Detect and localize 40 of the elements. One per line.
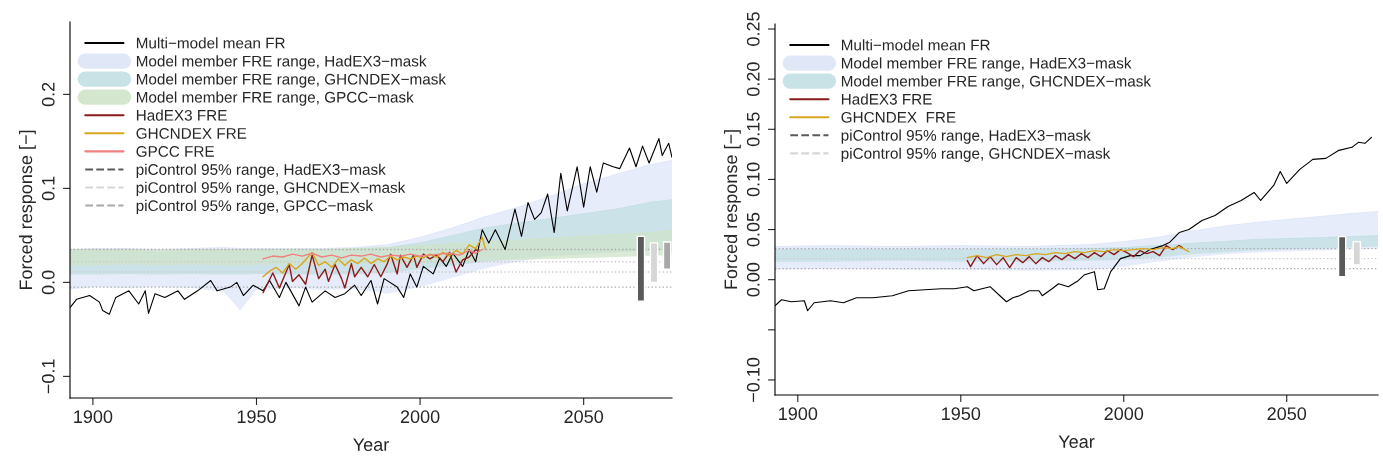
x-tick-label: 2000 (1104, 407, 1144, 421)
x-tick-label: 2000 (400, 410, 440, 424)
y-tick-label: 0.20 (746, 62, 760, 97)
legend-label: piControl 95% range, GHCNDEX−mask (841, 147, 1111, 162)
x-tick-label: 2050 (1267, 407, 1307, 421)
legend-label: GPCC FRE (136, 146, 214, 157)
x-tick-label: 1900 (779, 407, 818, 421)
legend-label: piControl 95% range, GHCNDEX−mask (136, 181, 406, 197)
x-tick-label: 1900 (74, 410, 113, 424)
legend-label: HadEX3 FRE (136, 109, 227, 121)
legend-label: Model member FRE range, GHCNDEX−mask (136, 73, 447, 88)
legend-label: HadEX3 FRE (841, 93, 932, 105)
y-tick-label: 0.00 (746, 262, 760, 297)
legend-label: piControl 95% range, HadEX3−mask (841, 129, 1091, 144)
y-tick-label: 0.15 (746, 112, 760, 147)
legend-label: piControl 95% range, GPCC−mask (136, 199, 374, 215)
y-tick-label: 0.10 (746, 162, 760, 197)
legend-label: Model member FRE range, HadEX3−mask (841, 57, 1132, 72)
y-tick-label: 0.0 (41, 270, 55, 295)
legend-label: Multi−model mean FR (136, 37, 285, 49)
y-tick-label: −0.1 (41, 359, 55, 394)
x-tick-label: 2050 (564, 410, 604, 424)
x-axis-title: Year (1058, 435, 1095, 449)
legend-label: Model member FRE range, GPCC−mask (136, 91, 414, 106)
y-tick-label: 0.2 (41, 82, 55, 107)
y-tick-label: −0.10 (746, 357, 760, 402)
legend-label: Model member FRE range, HadEX3−mask (136, 55, 427, 70)
legend-label: GHCNDEX FRE (136, 127, 247, 139)
legend-label: Multi−model mean FR (841, 39, 990, 51)
y-axis-title: Forced response [−] (18, 130, 36, 290)
x-tick-label: 1950 (942, 407, 981, 421)
y-tick-label: 0.25 (746, 12, 760, 46)
y-tick-label: 0.05 (746, 212, 760, 247)
x-tick-label: 1950 (237, 410, 276, 424)
x-axis-title: Year (353, 438, 389, 452)
y-axis-title: Forced response [−] (723, 130, 741, 289)
legend-label: GHCNDEX FRE (841, 111, 956, 123)
legend-label: piControl 95% range, HadEX3−mask (136, 163, 386, 178)
legend-label: Model member FRE range, GHCNDEX−mask (841, 75, 1152, 90)
y-tick-label: 0.1 (41, 176, 55, 201)
